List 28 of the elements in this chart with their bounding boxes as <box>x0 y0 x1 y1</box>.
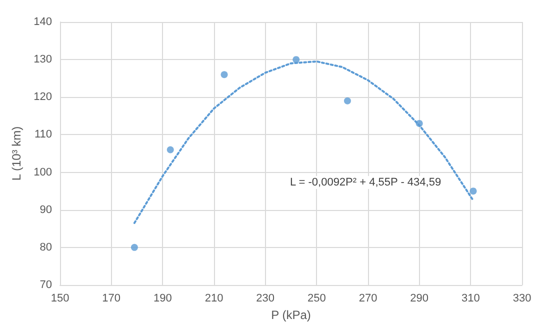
point <box>292 56 300 64</box>
y-tick-label: 70 <box>40 279 52 291</box>
x-tick-label: 270 <box>358 292 378 304</box>
y-tick-label: 100 <box>34 166 52 178</box>
x-axis-title: P (kPa) <box>271 308 311 322</box>
x-tick-label: 190 <box>153 292 172 304</box>
y-tick-label: 90 <box>40 204 52 216</box>
y-tick-label: 140 <box>34 16 52 28</box>
point <box>470 188 477 195</box>
point <box>220 71 228 78</box>
y-tick-label: 120 <box>34 91 52 104</box>
x-tick-label: 290 <box>410 292 429 304</box>
point <box>166 146 174 154</box>
x-tick-label: 170 <box>102 292 121 304</box>
x-tick-label: 330 <box>512 292 532 304</box>
line-series <box>133 60 474 224</box>
x-tick-label: 250 <box>307 292 326 304</box>
point <box>344 97 351 104</box>
x-tick-label: 150 <box>50 292 70 304</box>
x-tick-label: 310 <box>461 292 480 304</box>
point <box>130 244 138 251</box>
y-tick-label: 110 <box>34 128 52 141</box>
annotation: L = -0,0092P² + 4,55P - 434,59 <box>290 176 442 188</box>
x-tick-label: 210 <box>204 292 224 304</box>
y-axis-title: L (10³ km) <box>10 126 24 181</box>
x-tick-label: 230 <box>256 292 275 304</box>
y-tick-label: 80 <box>40 241 52 254</box>
y-tick-label: 130 <box>34 54 52 66</box>
